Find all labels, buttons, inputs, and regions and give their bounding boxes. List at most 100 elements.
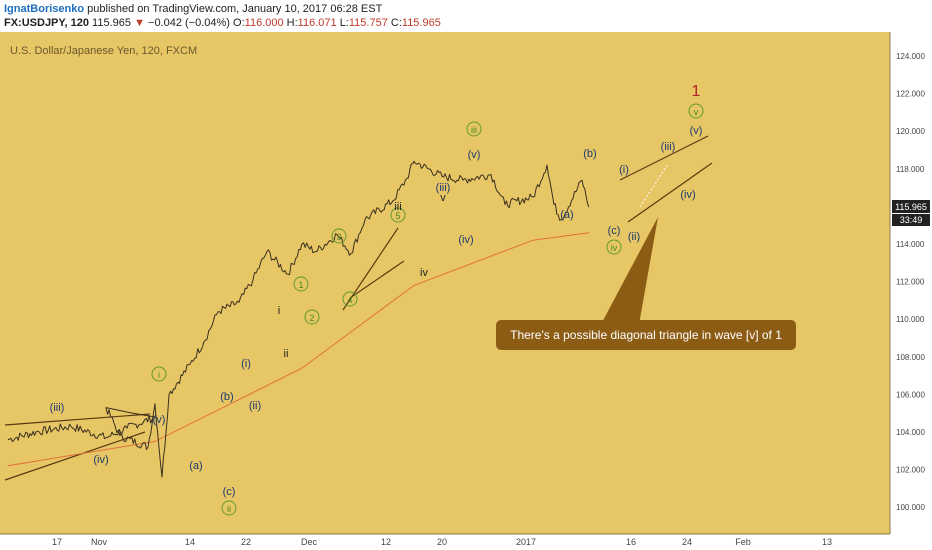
y-tick-label: 108.000 <box>896 353 925 362</box>
wave-label: (i) <box>241 358 251 370</box>
chart-panel[interactable]: U.S. Dollar/Japanese Yen, 120, FXCM 124.… <box>0 32 932 550</box>
annotation-pointer <box>598 217 658 330</box>
moving-average-line <box>7 232 590 467</box>
wave-label: (b) <box>220 391 233 403</box>
y-tick-label: 102.000 <box>896 466 925 475</box>
wave-label: (v) <box>153 414 166 426</box>
y-tick-label: 104.000 <box>896 428 925 437</box>
wave-label: iii <box>394 201 401 213</box>
wave-label: 5 <box>395 211 400 221</box>
last-price-tag-text: 115.965 <box>895 202 927 212</box>
trend-line <box>627 162 713 223</box>
wave-label: (iv) <box>458 234 473 246</box>
y-tick-label: 110.000 <box>896 315 925 324</box>
wave-circle <box>293 276 309 292</box>
publish-line: IgnatBorisenko published on TradingView.… <box>4 3 382 15</box>
x-tick-label: 24 <box>682 537 692 547</box>
wave-circle <box>304 309 320 325</box>
price-change: −0.042 (−0.04%) <box>148 17 230 29</box>
low-value: 115.757 <box>348 17 388 29</box>
annotation-text: There's a possible diagonal triangle in … <box>510 328 782 342</box>
x-tick-label: 2017 <box>516 537 536 547</box>
y-tick-label: 114.000 <box>896 240 925 249</box>
wave-label: 1 <box>692 83 701 100</box>
trend-line <box>4 413 151 426</box>
wave-circle <box>342 291 358 307</box>
wave-label: 2 <box>309 313 314 323</box>
open-label: O: <box>233 17 245 29</box>
wave-label: iii <box>471 125 477 135</box>
high-value: 116.071 <box>297 17 337 29</box>
price-line <box>7 160 590 478</box>
wave-label: (c) <box>223 486 236 498</box>
x-tick-label: Nov <box>91 537 108 547</box>
y-tick-label: 100.000 <box>896 503 925 512</box>
published-text: published on TradingView.com, January 10… <box>87 3 383 15</box>
wave-circle <box>151 366 167 382</box>
wave-circle <box>466 121 482 137</box>
y-tick-label: 118.000 <box>896 165 925 174</box>
wave-label: (iv) <box>93 454 108 466</box>
wave-label: (ii) <box>249 400 261 412</box>
x-tick-label: Dec <box>301 537 318 547</box>
trend-lines <box>4 135 713 481</box>
close-label: C: <box>390 17 402 29</box>
high-label: H: <box>286 17 298 29</box>
author-link[interactable]: IgnatBorisenko <box>4 3 85 15</box>
ohlc-line: FX:USDJPY, 120 115.965 ▼ −0.042 (−0.04%)… <box>4 17 441 29</box>
plot-background <box>0 32 890 534</box>
trend-line <box>4 431 146 481</box>
wave-label: (v) <box>468 149 481 161</box>
wave-label: 1 <box>298 280 303 290</box>
wave-label: iv <box>420 267 428 279</box>
wave-label: 4 <box>347 295 352 305</box>
price-axis <box>890 32 932 550</box>
countdown-tag <box>892 214 930 226</box>
wave-circle <box>221 500 237 516</box>
wave-circle <box>390 207 406 223</box>
wave-label: (b) <box>583 148 596 160</box>
wave-label: (iii) <box>436 182 451 194</box>
y-tick-label: 112.000 <box>896 278 925 287</box>
y-tick-label: 122.000 <box>896 90 925 99</box>
y-tick-label: 120.000 <box>896 127 925 136</box>
wave-label: v <box>694 107 699 117</box>
wave-label: i <box>278 305 280 317</box>
wave-circle <box>331 228 347 244</box>
annotation-box <box>496 320 796 350</box>
x-tick-label: 13 <box>822 537 832 547</box>
last-price: 115.965 <box>92 17 131 29</box>
last-price-tag <box>892 200 930 213</box>
trend-line <box>619 135 709 181</box>
x-tick-label: 20 <box>437 537 447 547</box>
wave-label: (iv) <box>680 189 695 201</box>
countdown-tag-text: 33:49 <box>900 215 923 225</box>
x-tick-label: 12 <box>381 537 391 547</box>
x-tick-label: Feb <box>735 537 751 547</box>
low-label: L: <box>339 17 349 29</box>
wave-label: (iii) <box>661 141 676 153</box>
chart-header: IgnatBorisenko published on TradingView.… <box>0 0 932 32</box>
wave-circle <box>606 239 622 255</box>
wave-label: (c) <box>608 225 621 237</box>
x-tick-label: 16 <box>626 537 636 547</box>
y-tick-label: 124.000 <box>896 52 925 61</box>
wave-labels: (iii)(iv)(v)i(a)(b)(c)ii(i)(ii)iii12345i… <box>50 83 704 516</box>
wave-label: ii <box>284 348 289 360</box>
wave-label: iv <box>611 243 618 253</box>
wave-label: (iii) <box>50 402 65 414</box>
wave-label: 3 <box>336 232 341 242</box>
chart-title: U.S. Dollar/Japanese Yen, 120, FXCM <box>10 45 197 57</box>
wave-label: (a) <box>560 209 573 221</box>
open-value: 116.000 <box>244 17 284 29</box>
trend-line <box>349 260 405 299</box>
down-arrow-icon: ▼ <box>134 17 145 29</box>
x-tick-label: 17 <box>52 537 62 547</box>
wave-label: (v) <box>690 125 703 137</box>
wave-label: i <box>158 370 160 380</box>
projection-arrow <box>639 163 669 208</box>
wave-label: (i) <box>619 164 629 176</box>
symbol-label[interactable]: FX:USDJPY, 120 <box>4 17 89 29</box>
wave-circle <box>688 103 704 119</box>
wave-label: (a) <box>189 460 202 472</box>
